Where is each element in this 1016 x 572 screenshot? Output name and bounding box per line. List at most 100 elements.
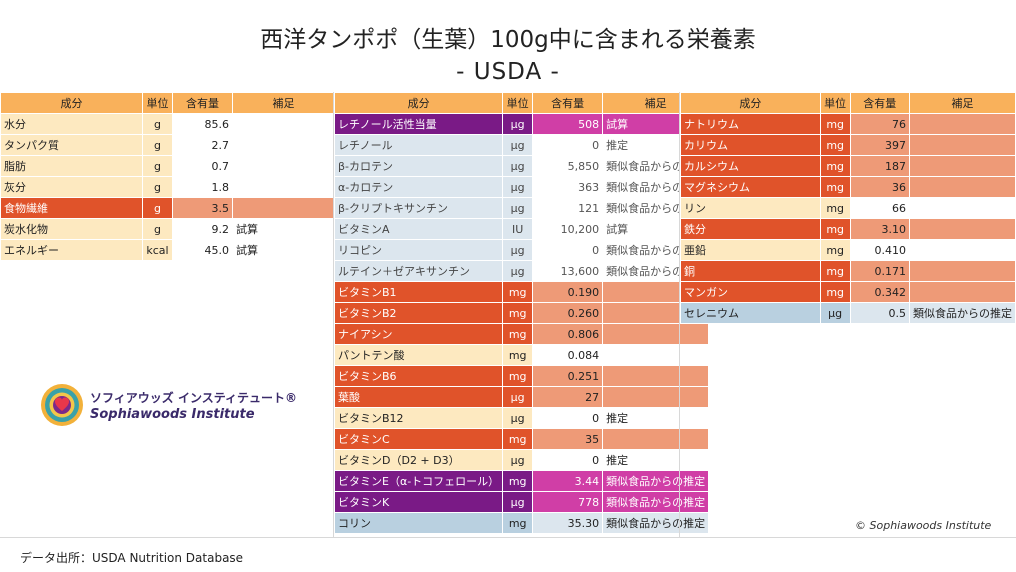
nutrient-value: 3.5: [172, 197, 233, 219]
header-value: 含有量: [532, 92, 604, 114]
nutrient-value: 508: [532, 113, 604, 135]
nutrient-unit: g: [142, 176, 173, 198]
nutrient-value: 0.260: [532, 302, 604, 324]
table-row: マンガン mg 0.342: [680, 281, 1016, 303]
nutrient-note: [232, 197, 335, 219]
nutrient-unit: mg: [819, 197, 851, 219]
table-row: ビタミンB1 mg 0.190: [333, 281, 710, 303]
nutrient-unit: g: [142, 155, 173, 177]
table-row: ビタミンE（α-トコフェロール） mg 3.44 類似食品からの推定: [333, 470, 710, 492]
table-row: α-カロテン μg 363 類似食品からの推定: [333, 176, 710, 198]
nutrient-name: 脂肪: [0, 155, 143, 177]
nutrient-name: 食物繊維: [0, 197, 143, 219]
nutrient-note: [908, 113, 1016, 135]
nutrient-note: [908, 155, 1016, 177]
table-header-row: 成分 単位 含有量 補足: [333, 92, 710, 114]
nutrient-unit: IU: [502, 218, 534, 240]
nutrient-note: [908, 218, 1016, 240]
nutrient-value: 76: [849, 113, 910, 135]
nutrient-unit: mg: [502, 344, 534, 366]
nutrient-name: カルシウム: [680, 155, 821, 177]
nutrient-name: β-クリプトキサンチン: [333, 197, 504, 219]
header-unit: 単位: [502, 92, 534, 114]
nutrient-unit: mg: [502, 323, 534, 345]
nutrient-name: コリン: [333, 512, 504, 534]
nutrient-unit: μg: [502, 386, 534, 408]
nutrient-name: ナイアシン: [333, 323, 504, 345]
nutrient-unit: μg: [502, 134, 534, 156]
nutrient-value: 0: [532, 407, 604, 429]
nutrient-unit: mg: [502, 365, 534, 387]
nutrient-note: [908, 239, 1016, 261]
table-row: レチノール活性当量 μg 508 試算: [333, 113, 710, 135]
nutrient-unit: mg: [502, 302, 534, 324]
nutrient-note: 類似食品からの推定: [602, 512, 710, 534]
brand-name-jp: ソフィアウッズ インスティテュート®: [90, 391, 297, 405]
nutrient-value: 45.0: [172, 239, 233, 261]
nutrient-note: 類似食品からの推定: [602, 491, 710, 513]
table-row: 銅 mg 0.171: [680, 260, 1016, 282]
nutrient-unit: mg: [502, 281, 534, 303]
nutrient-name: ビタミンB6: [333, 365, 504, 387]
nutrient-note: 推定: [602, 449, 710, 471]
nutrient-unit: mg: [819, 281, 851, 303]
nutrient-value: 363: [532, 176, 604, 198]
nutrient-unit: g: [142, 134, 173, 156]
nutrient-unit: mg: [819, 260, 851, 282]
table-row: ビタミンB2 mg 0.260: [333, 302, 710, 324]
nutrient-note: [908, 134, 1016, 156]
page-title: 西洋タンポポ（生葉）100g中に含まれる栄養素: [260, 27, 756, 53]
nutrient-name: パントテン酸: [333, 344, 504, 366]
nutrient-name: ルテイン＋ゼアキサンチン: [333, 260, 504, 282]
nutrient-name: 鉄分: [680, 218, 821, 240]
nutrient-unit: μg: [819, 302, 851, 324]
nutrient-unit: μg: [502, 260, 534, 282]
table-row: 脂肪 g 0.7: [0, 155, 335, 177]
nutrient-value: 0.190: [532, 281, 604, 303]
column-divider: [679, 92, 680, 538]
nutrient-value: 85.6: [172, 113, 233, 135]
nutrient-unit: mg: [819, 113, 851, 135]
nutrient-name: ビタミンA: [333, 218, 504, 240]
nutrient-name: ビタミンB1: [333, 281, 504, 303]
header-note: 補足: [908, 92, 1016, 114]
table-row: ナトリウム mg 76: [680, 113, 1016, 135]
nutrient-value: 121: [532, 197, 604, 219]
nutrient-note: [602, 428, 710, 450]
table-row: 水分 g 85.6: [0, 113, 335, 135]
nutrient-unit: mg: [502, 470, 534, 492]
table-row: 鉄分 mg 3.10: [680, 218, 1016, 240]
nutrient-unit: μg: [502, 239, 534, 261]
table-row: 灰分 g 1.8: [0, 176, 335, 198]
nutrient-name: マンガン: [680, 281, 821, 303]
nutrient-value: 0.806: [532, 323, 604, 345]
nutrient-name: レチノール活性当量: [333, 113, 504, 135]
table-row: カリウム mg 397: [680, 134, 1016, 156]
nutrient-value: 397: [849, 134, 910, 156]
table-header-row: 成分 単位 含有量 補足: [0, 92, 335, 114]
nutrient-value: 35.30: [532, 512, 604, 534]
header-name: 成分: [333, 92, 504, 114]
nutrient-name: カリウム: [680, 134, 821, 156]
nutrient-note: [602, 323, 710, 345]
nutrient-table-vitamins: 成分 単位 含有量 補足 レチノール活性当量 μg 508 試算 レチノール μg 0 推定 β…: [333, 92, 710, 534]
heart-sun-logo-icon: [41, 384, 83, 426]
nutrient-value: 66: [849, 197, 910, 219]
table-row: 炭水化物 g 9.2 試算: [0, 218, 335, 240]
nutrient-unit: kcal: [142, 239, 173, 261]
nutrient-value: 9.2: [172, 218, 233, 240]
nutrient-value: 0.084: [532, 344, 604, 366]
table-row: 葉酸 μg 27: [333, 386, 710, 408]
nutrient-unit: μg: [502, 449, 534, 471]
header-unit: 単位: [819, 92, 851, 114]
nutrient-note: 試算: [232, 218, 335, 240]
nutrient-note: [908, 176, 1016, 198]
table-row: 食物繊維 g 3.5: [0, 197, 335, 219]
nutrient-value: 0.342: [849, 281, 910, 303]
nutrient-note: [232, 176, 335, 198]
nutrient-unit: μg: [502, 407, 534, 429]
nutrient-unit: mg: [819, 155, 851, 177]
nutrient-note: [602, 365, 710, 387]
table-row: リン mg 66: [680, 197, 1016, 219]
header-value: 含有量: [172, 92, 233, 114]
